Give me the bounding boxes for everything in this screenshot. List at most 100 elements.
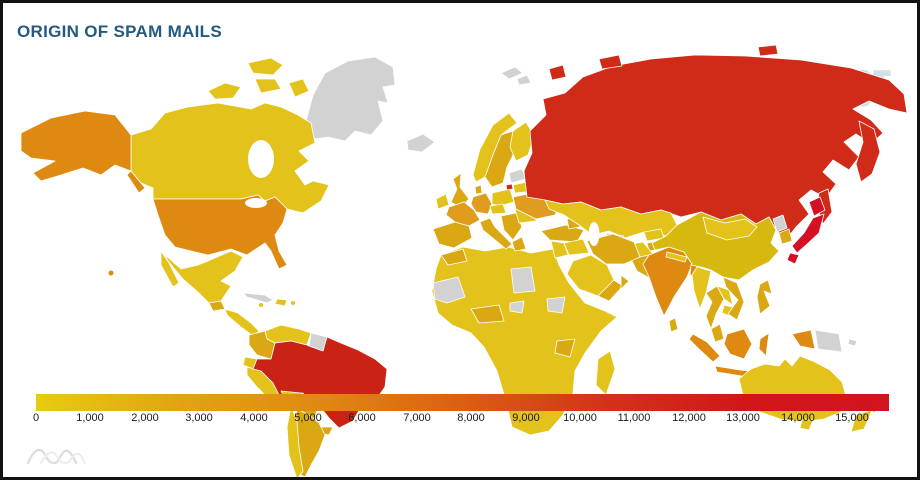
country-russia-arctic-3[interactable] (757, 44, 779, 57)
country-puerto-rico[interactable] (291, 301, 295, 305)
country-indonesia-sulawesi[interactable] (758, 332, 770, 357)
great-lakes (245, 198, 267, 208)
region-solomon-islands[interactable] (847, 338, 858, 347)
legend-tick: 11,000 (617, 412, 651, 424)
legend-tick: 4,000 (240, 412, 268, 424)
legend-tick: 13,000 (726, 412, 760, 424)
country-turkey[interactable] (540, 224, 585, 243)
legend-tick: 9,000 (512, 412, 540, 424)
country-japan-honshu[interactable] (791, 213, 825, 254)
country-italy[interactable] (479, 217, 513, 250)
country-hispaniola[interactable] (274, 298, 288, 307)
country-sri-lanka[interactable] (668, 317, 679, 333)
country-guatemala[interactable] (208, 300, 226, 312)
country-iraq[interactable] (563, 238, 590, 256)
country-greenland[interactable] (304, 56, 396, 142)
country-iceland[interactable] (406, 133, 436, 153)
country-central-african-rep[interactable] (509, 300, 525, 314)
region-baltic-states[interactable] (508, 168, 527, 184)
country-germany[interactable] (470, 192, 493, 215)
region-kaliningrad[interactable] (505, 183, 514, 191)
country-japan-kyushu[interactable] (786, 252, 800, 265)
legend-tick: 6,000 (348, 412, 376, 424)
legend-tick: 14,000 (781, 412, 815, 424)
country-australia-tasmania[interactable] (799, 419, 814, 431)
country-russia-arctic-1[interactable] (548, 64, 567, 81)
country-usa-alaska-panhandle[interactable] (126, 170, 146, 194)
region-levant[interactable] (550, 240, 569, 259)
country-jamaica[interactable] (259, 303, 263, 307)
country-indonesia-borneo[interactable] (723, 328, 753, 360)
country-myanmar[interactable] (691, 266, 712, 310)
region-central-america[interactable] (224, 308, 260, 337)
caspian-sea (588, 222, 600, 246)
legend-tick: 5,000 (294, 412, 322, 424)
page-title: ORIGIN OF SPAM MAILS (17, 22, 222, 41)
country-iran[interactable] (586, 233, 641, 265)
continent-africa[interactable] (431, 246, 618, 436)
country-poland[interactable] (491, 188, 515, 207)
country-new-zealand-south[interactable] (850, 409, 873, 433)
country-chile[interactable] (286, 406, 304, 479)
country-indonesia-west-papua[interactable] (791, 329, 816, 350)
country-russia-arctic-2[interactable] (598, 54, 623, 70)
country-indonesia-sumatra[interactable] (688, 333, 721, 363)
country-canada-arctic-2[interactable] (247, 57, 284, 76)
country-japan-hokkaido[interactable] (808, 196, 826, 217)
country-mexico[interactable] (157, 242, 244, 304)
country-papua-new-guinea[interactable] (814, 329, 843, 353)
amcharts-logo-icon (27, 448, 86, 465)
country-russia-kamchatka[interactable] (855, 120, 881, 183)
country-malaysia[interactable] (710, 323, 725, 343)
country-oman[interactable] (620, 274, 630, 290)
country-ireland[interactable] (435, 193, 450, 210)
country-usa[interactable] (152, 194, 288, 270)
hudson-bay (248, 140, 274, 178)
legend-gradient-bar (36, 394, 889, 411)
country-nepal[interactable] (665, 251, 688, 263)
country-nigeria-ghana[interactable] (470, 304, 505, 324)
legend-tick: 8,000 (457, 412, 485, 424)
country-norway[interactable] (472, 112, 518, 183)
region-svalbard-1[interactable] (500, 66, 524, 80)
country-south-korea[interactable] (778, 228, 793, 245)
region-central-europe[interactable] (489, 203, 507, 215)
country-canada-arctic-3[interactable] (254, 78, 282, 94)
legend-tick: 3,000 (185, 412, 213, 424)
country-canada-arctic-4[interactable] (288, 78, 310, 98)
legend-tick: 10,000 (563, 412, 597, 424)
country-tanzania[interactable] (554, 338, 576, 358)
legend-tick: 15,000 (835, 412, 869, 424)
country-spain-portugal[interactable] (432, 221, 473, 249)
country-canada[interactable] (130, 102, 330, 214)
legend-axis: 0 1,000 2,000 3,000 4,000 5,000 6,000 7,… (3, 412, 917, 428)
world-choropleth-map[interactable] (3, 3, 920, 480)
country-france[interactable] (445, 201, 481, 227)
country-uk[interactable] (450, 172, 470, 209)
region-svalbard-2[interactable] (516, 74, 532, 86)
country-south-sudan[interactable] (546, 296, 566, 314)
country-canada-arctic-1[interactable] (207, 82, 242, 100)
country-mauritania-wsahara[interactable] (432, 276, 466, 304)
country-madagascar[interactable] (595, 350, 616, 396)
legend-tick: 7,000 (403, 412, 431, 424)
country-usa-alaska[interactable] (20, 110, 132, 182)
country-usa-hawaii[interactable] (108, 270, 114, 276)
country-cuba[interactable] (242, 292, 274, 304)
country-denmark[interactable] (474, 184, 483, 195)
region-balkans[interactable] (500, 212, 523, 241)
country-greece[interactable] (511, 236, 527, 252)
legend-tick: 1,000 (76, 412, 104, 424)
legend-tick: 2,000 (131, 412, 159, 424)
country-mexico-baja[interactable] (160, 250, 180, 288)
country-mongolia[interactable] (702, 216, 758, 241)
country-finland[interactable] (509, 121, 535, 162)
legend-tick: 0 (32, 412, 40, 424)
country-chad[interactable] (510, 266, 536, 294)
country-north-korea[interactable] (772, 214, 788, 233)
legend-tick: 12,000 (672, 412, 706, 424)
country-morocco[interactable] (440, 248, 468, 266)
country-vietnam[interactable] (722, 276, 745, 321)
country-philippines[interactable] (756, 279, 773, 315)
